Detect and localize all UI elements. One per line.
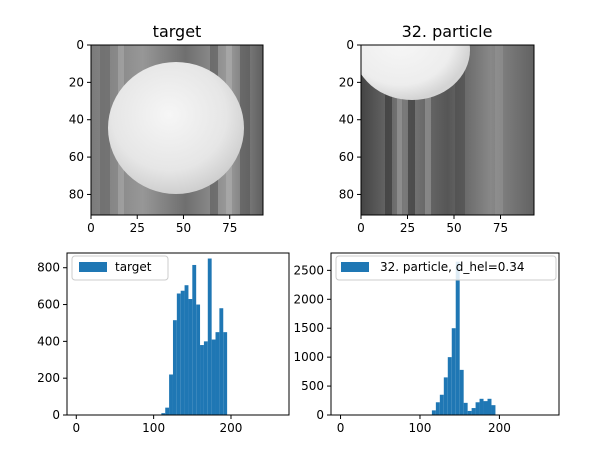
y-tick-label: 200 [37,371,60,385]
histogram-bar [459,369,464,415]
histogram-bar [176,293,181,415]
y-tick-label: 400 [37,334,60,348]
histogram-bar [188,299,193,415]
histogram-bar [471,408,476,415]
y-tick-label: 0 [316,408,324,422]
histogram-bar [223,332,228,415]
histogram-bar [200,345,204,415]
particle-image [361,45,534,215]
histogram-bar [169,374,173,415]
x-tick-label: 75 [493,221,508,235]
particle-image-ticks: 0 25 50 75 0 20 40 60 80 [339,38,508,235]
histogram-bar [443,377,448,415]
histogram-bar [467,410,472,415]
y-tick-label: 800 [37,261,60,275]
x-tick-label: 0 [357,221,365,235]
histogram-bar [483,401,488,415]
target-image-frame [90,44,264,216]
histogram-bar [463,402,468,415]
panel-title-particle: 32. particle [402,22,493,41]
histogram-bar [196,304,201,415]
y-tick-label: 1000 [293,350,324,364]
x-tick-label: 100 [142,421,165,435]
y-tick-label: 0 [52,408,60,422]
histogram-bar [184,285,189,415]
histogram-bar [219,308,224,415]
y-tick-label: 60 [339,150,354,164]
x-tick-label: 200 [220,421,243,435]
x-tick-label: 0 [337,421,345,435]
y-tick-label: 600 [37,298,60,312]
histogram-bar [180,290,185,415]
histogram-bar [192,264,197,415]
histogram-bar [479,398,484,415]
x-tick-label: 0 [72,421,80,435]
y-tick-label: 40 [69,113,84,127]
histogram-bar [172,320,177,415]
histogram-bar [447,357,452,415]
particle-histogram-bars [431,261,496,415]
x-tick-label: 50 [446,221,461,235]
legend-box [335,255,557,281]
y-tick-label: 80 [69,187,84,201]
panel-target-histogram: 0 100 200 0 200 400 600 800 target [37,252,290,435]
legend-swatch [341,262,369,272]
histogram-bar [207,258,212,415]
particle-histogram-legend: 32. particle, d_hel=0.34 [335,255,557,281]
y-tick-label: 60 [69,150,84,164]
y-tick-label: 500 [301,379,324,393]
histogram-bar [455,261,460,415]
histogram-bar [487,398,492,415]
histogram-bar [475,402,480,415]
panel-target-image: target 0 25 50 75 0 20 40 60 80 [69,22,264,235]
particle-histogram-frame [330,252,560,416]
panel-particle-image: 32. particle 0 25 50 75 0 20 40 60 80 [339,22,535,235]
histogram-bar [215,332,220,415]
x-tick-label: 100 [409,421,432,435]
histogram-bar [491,405,496,415]
histogram-bar [451,328,456,415]
target-image [91,45,263,215]
histogram-bar [431,410,436,415]
x-tick-label: 25 [130,221,145,235]
target-histogram-frame [66,252,290,416]
y-tick-label: 20 [69,75,84,89]
target-histogram-ticks: 0 100 200 0 200 400 600 800 [37,261,242,435]
y-tick-label: 2000 [293,292,324,306]
histogram-bar [435,402,440,415]
histogram-bar [161,413,166,415]
panel-title-target: target [153,22,202,41]
target-histogram-legend: target [71,255,169,281]
histogram-bar [439,394,444,415]
x-tick-label: 75 [222,221,237,235]
target-histogram-bars [161,258,228,415]
y-tick-label: 0 [76,38,84,52]
x-tick-label: 0 [87,221,95,235]
legend-label-target: target [115,260,152,274]
legend-swatch [79,262,107,272]
y-tick-label: 20 [339,75,354,89]
target-image-ticks: 0 25 50 75 0 20 40 60 80 [69,38,238,235]
legend-label-particle: 32. particle, d_hel=0.34 [380,260,525,274]
x-tick-label: 50 [176,221,191,235]
y-tick-label: 1500 [293,321,324,335]
y-tick-label: 0 [346,38,354,52]
histogram-bar [203,341,208,415]
y-tick-label: 2500 [293,263,324,277]
histogram-bar [211,339,216,415]
x-tick-label: 25 [400,221,415,235]
y-tick-label: 40 [339,113,354,127]
y-tick-label: 80 [339,187,354,201]
particle-image-frame [360,44,535,216]
x-tick-label: 200 [488,421,511,435]
histogram-bar [165,407,170,415]
